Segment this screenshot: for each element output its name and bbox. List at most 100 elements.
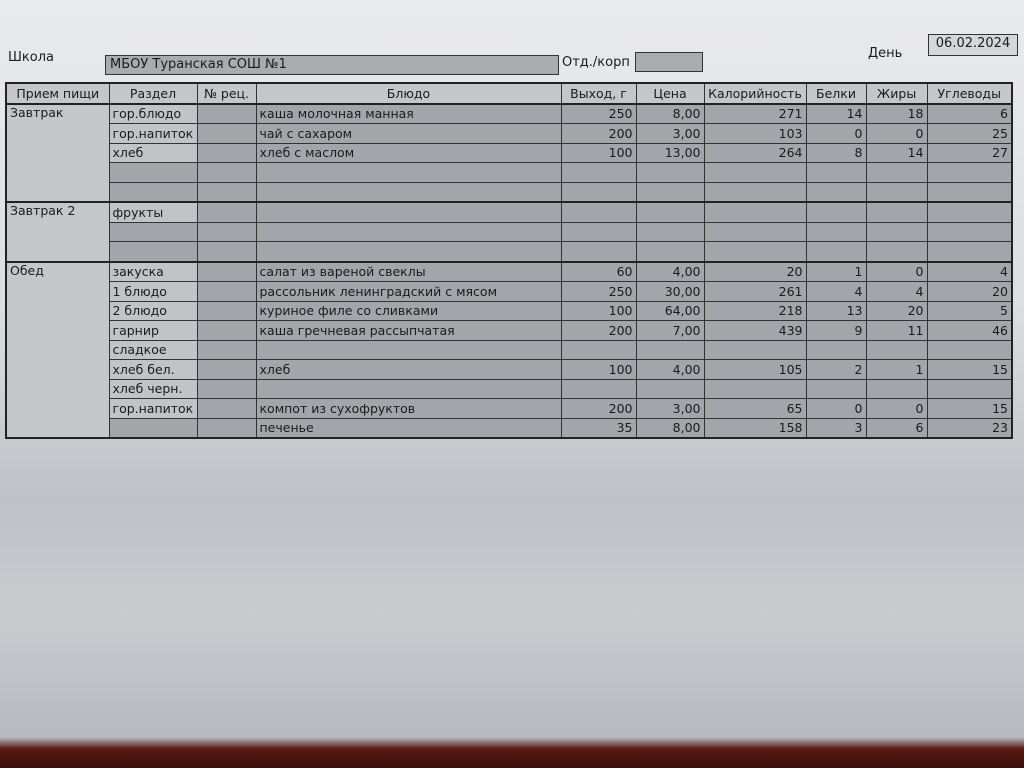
section-cell: гор.блюдо <box>108 102 198 124</box>
yield-cell: 100 <box>560 359 637 380</box>
carbs-cell: 15 <box>926 359 1013 380</box>
yield-cell <box>560 241 637 262</box>
yield-cell: 60 <box>560 260 637 282</box>
protein-cell <box>805 181 867 203</box>
calories-cell: 218 <box>703 300 807 321</box>
fat-cell <box>865 378 928 399</box>
protein-cell: 4 <box>805 281 867 302</box>
price-cell: 4,00 <box>635 359 705 380</box>
dish-cell <box>255 201 562 223</box>
table-row <box>6 221 1013 242</box>
column-header: Раздел <box>108 82 198 104</box>
dish-cell <box>255 181 562 203</box>
dish-cell <box>255 339 562 360</box>
fat-cell: 20 <box>865 300 928 321</box>
section-cell: 1 блюдо <box>108 281 198 302</box>
fat-cell <box>865 221 928 242</box>
carbs-cell <box>926 221 1013 242</box>
carbs-cell: 20 <box>926 281 1013 302</box>
protein-cell: 13 <box>805 300 867 321</box>
meal-name: Обед <box>5 260 110 438</box>
table-row: 1 блюдо рассольник ленинградский с мясом 2… <box>6 281 1013 302</box>
table-row: гор.напиток чай с сахаром 200 3,00 103 0 0 25 <box>6 123 1013 144</box>
column-header: № рец. <box>196 82 257 104</box>
fat-cell <box>865 339 928 360</box>
calories-cell <box>703 339 807 360</box>
yield-cell <box>560 339 637 360</box>
section-cell: сладкое <box>108 339 198 360</box>
table-row: Обед закуска салат из вареной свеклы 60 4,00… <box>5 260 1013 438</box>
header-row: Прием пищи Раздел № рец. Блюдо Выход, г Цена К… <box>5 82 1013 104</box>
protein-cell: 14 <box>805 102 867 124</box>
carbs-cell: 46 <box>926 320 1013 341</box>
section-cell: фрукты <box>108 201 198 223</box>
recipe-cell <box>196 221 257 242</box>
table-row: Завтрак гор.блюдо каша молочная манная 250 8… <box>5 102 1013 202</box>
yield-cell <box>560 162 637 183</box>
school-field: МБОУ Туранская СОШ №1 <box>105 55 559 75</box>
section-cell <box>108 221 198 242</box>
table-row <box>6 241 1013 262</box>
recipe-cell <box>196 123 257 144</box>
protein-cell: 0 <box>805 123 867 144</box>
price-cell <box>635 181 705 203</box>
protein-cell: 9 <box>805 320 867 341</box>
fat-cell: 4 <box>865 281 928 302</box>
recipe-cell <box>196 398 257 419</box>
carbs-cell: 27 <box>926 142 1013 163</box>
section-cell: гор.напиток <box>108 398 198 419</box>
yield-cell: 100 <box>560 142 637 163</box>
price-cell: 8,00 <box>635 417 705 439</box>
recipe-cell <box>196 260 257 282</box>
calories-cell: 261 <box>703 281 807 302</box>
dish-cell: каша гречневая рассыпчатая <box>255 320 562 341</box>
calories-cell <box>703 378 807 399</box>
calories-cell: 103 <box>703 123 807 144</box>
price-cell <box>635 378 705 399</box>
price-cell <box>635 162 705 183</box>
dept-label: Отд./корп <box>562 55 630 70</box>
column-header: Жиры <box>865 82 928 104</box>
protein-cell <box>805 241 867 262</box>
table-row: хлеб хлеб с маслом 100 13,00 264 8 14 27 <box>6 142 1013 163</box>
dish-cell: компот из сухофруктов <box>255 398 562 419</box>
price-cell <box>635 339 705 360</box>
calories-cell <box>703 241 807 262</box>
dish-cell: каша молочная манная <box>255 102 562 124</box>
school-label: Школа <box>8 50 54 65</box>
carbs-cell <box>926 339 1013 360</box>
column-header: Цена <box>635 82 705 104</box>
recipe-cell <box>196 181 257 203</box>
dish-cell <box>255 162 562 183</box>
calories-cell <box>703 162 807 183</box>
calories-cell: 264 <box>703 142 807 163</box>
recipe-cell <box>196 162 257 183</box>
dept-field <box>635 52 703 72</box>
fat-cell <box>865 162 928 183</box>
recipe-cell <box>196 339 257 360</box>
fat-cell <box>865 201 928 223</box>
protein-cell: 8 <box>805 142 867 163</box>
yield-cell: 200 <box>560 398 637 419</box>
calories-cell <box>703 181 807 203</box>
fat-cell <box>865 241 928 262</box>
recipe-cell <box>196 378 257 399</box>
column-header: Прием пищи <box>5 82 110 104</box>
calories-cell: 20 <box>703 260 807 282</box>
section-cell <box>108 241 198 262</box>
section-cell: гарнир <box>108 320 198 341</box>
yield-cell: 35 <box>560 417 637 439</box>
meal-name: Завтрак <box>5 102 110 202</box>
price-cell: 13,00 <box>635 142 705 163</box>
section-cell: хлеб бел. <box>108 359 198 380</box>
column-header: Калорийность <box>703 82 807 104</box>
section-cell: гор.напиток <box>108 123 198 144</box>
price-cell: 8,00 <box>635 102 705 124</box>
table-row: хлеб черн. <box>6 378 1013 399</box>
recipe-cell <box>196 201 257 223</box>
table-row <box>6 162 1013 183</box>
yield-cell: 250 <box>560 102 637 124</box>
protein-cell <box>805 378 867 399</box>
carbs-cell: 15 <box>926 398 1013 419</box>
protein-cell <box>805 201 867 223</box>
